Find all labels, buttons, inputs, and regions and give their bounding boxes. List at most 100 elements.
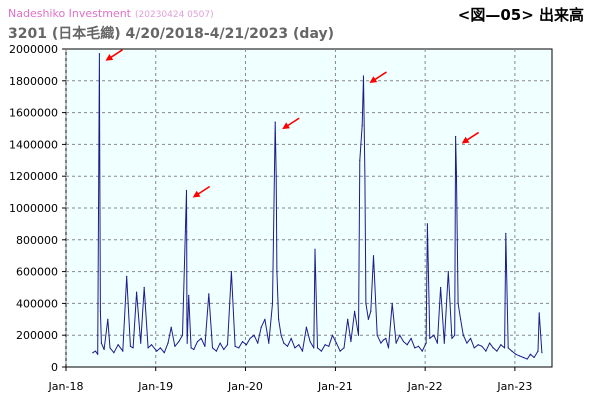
data-point xyxy=(470,337,472,339)
data-point xyxy=(253,334,255,336)
data-point xyxy=(190,347,192,349)
data-point xyxy=(257,342,259,344)
data-point xyxy=(313,347,315,349)
data-point xyxy=(364,175,366,177)
data-point xyxy=(380,342,382,344)
x-axis-ticks: Jan-18 Jan-19 Jan-20 Jan-21 Jan-22 Jan-23 xyxy=(48,367,532,393)
data-point xyxy=(436,342,439,344)
data-point xyxy=(178,340,180,343)
data-point xyxy=(522,356,525,359)
annotation-arrow xyxy=(192,185,211,198)
data-point xyxy=(268,342,270,344)
data-point xyxy=(103,348,105,351)
data-point xyxy=(283,342,285,344)
arrow-shaft xyxy=(465,131,480,142)
x-tick-label: Jan-23 xyxy=(496,380,532,393)
y-tick-label: 1800000 xyxy=(9,75,58,88)
data-point xyxy=(99,310,102,312)
data-point xyxy=(193,348,195,351)
data-point xyxy=(94,350,97,352)
data-point xyxy=(92,352,94,354)
data-point xyxy=(186,231,188,233)
data-point xyxy=(426,223,428,225)
data-point xyxy=(451,337,453,339)
data-point xyxy=(100,342,102,344)
data-point xyxy=(117,344,119,346)
data-point xyxy=(372,255,375,257)
data-point xyxy=(503,347,506,349)
data-point xyxy=(298,344,300,346)
y-tick-label: 1600000 xyxy=(9,107,58,120)
data-point xyxy=(226,344,229,346)
data-point xyxy=(290,337,292,339)
data-point xyxy=(370,310,372,312)
annotation-arrow xyxy=(461,131,480,144)
x-tick-label: Jan-20 xyxy=(227,380,263,393)
data-point xyxy=(249,337,251,339)
data-point xyxy=(339,350,341,352)
data-point xyxy=(140,342,142,344)
timestamp: (20230424 0507) xyxy=(135,10,214,20)
arrow-head xyxy=(369,76,378,84)
series-group xyxy=(92,53,543,360)
data-point xyxy=(245,344,248,346)
data-point xyxy=(280,334,282,336)
arrow-head xyxy=(192,190,201,198)
data-point xyxy=(414,347,416,349)
data-point xyxy=(294,347,296,349)
data-point xyxy=(309,340,311,343)
data-point xyxy=(391,302,393,304)
data-point xyxy=(200,337,202,339)
brand-name: Nadeshiko Investment xyxy=(8,7,131,20)
data-point xyxy=(113,352,115,354)
x-tick-label: Jan-18 xyxy=(48,380,84,393)
data-point xyxy=(316,347,319,349)
data-point xyxy=(350,340,352,343)
data-point xyxy=(97,353,99,355)
data-point xyxy=(122,350,124,352)
data-point xyxy=(507,347,509,349)
data-point xyxy=(533,356,535,359)
data-point xyxy=(410,337,412,339)
data-point xyxy=(181,334,184,336)
data-point xyxy=(425,342,427,344)
data-point xyxy=(477,344,479,346)
data-point xyxy=(234,345,236,347)
data-point xyxy=(473,347,475,349)
data-point xyxy=(406,344,408,346)
data-point xyxy=(362,75,365,77)
data-point xyxy=(147,347,149,349)
data-point xyxy=(367,318,369,320)
data-point xyxy=(466,342,468,344)
data-point xyxy=(241,340,244,343)
data-point xyxy=(186,342,188,344)
data-point xyxy=(402,340,405,343)
data-point xyxy=(440,286,442,289)
data-point xyxy=(135,291,138,293)
data-point xyxy=(185,189,188,192)
data-point xyxy=(354,310,356,312)
x-tick-label: Jan-19 xyxy=(137,380,173,393)
data-point xyxy=(343,347,345,349)
data-point xyxy=(238,347,240,349)
x-tick-label: Jan-21 xyxy=(317,380,353,393)
data-point xyxy=(399,334,401,336)
data-point xyxy=(132,347,134,349)
data-point xyxy=(274,121,276,123)
data-point xyxy=(429,337,431,339)
y-tick-label: 1200000 xyxy=(9,170,58,183)
arrow-head xyxy=(461,136,470,144)
y-tick-label: 1000000 xyxy=(9,202,58,215)
data-point xyxy=(109,347,111,349)
data-point xyxy=(433,334,435,336)
data-point xyxy=(301,350,304,352)
data-point xyxy=(500,344,502,346)
data-point xyxy=(215,350,218,352)
data-point xyxy=(107,318,109,320)
data-point xyxy=(421,350,423,352)
data-point xyxy=(496,350,498,352)
data-point xyxy=(538,312,540,314)
volume-series-line xyxy=(92,53,543,360)
data-point xyxy=(382,339,384,341)
